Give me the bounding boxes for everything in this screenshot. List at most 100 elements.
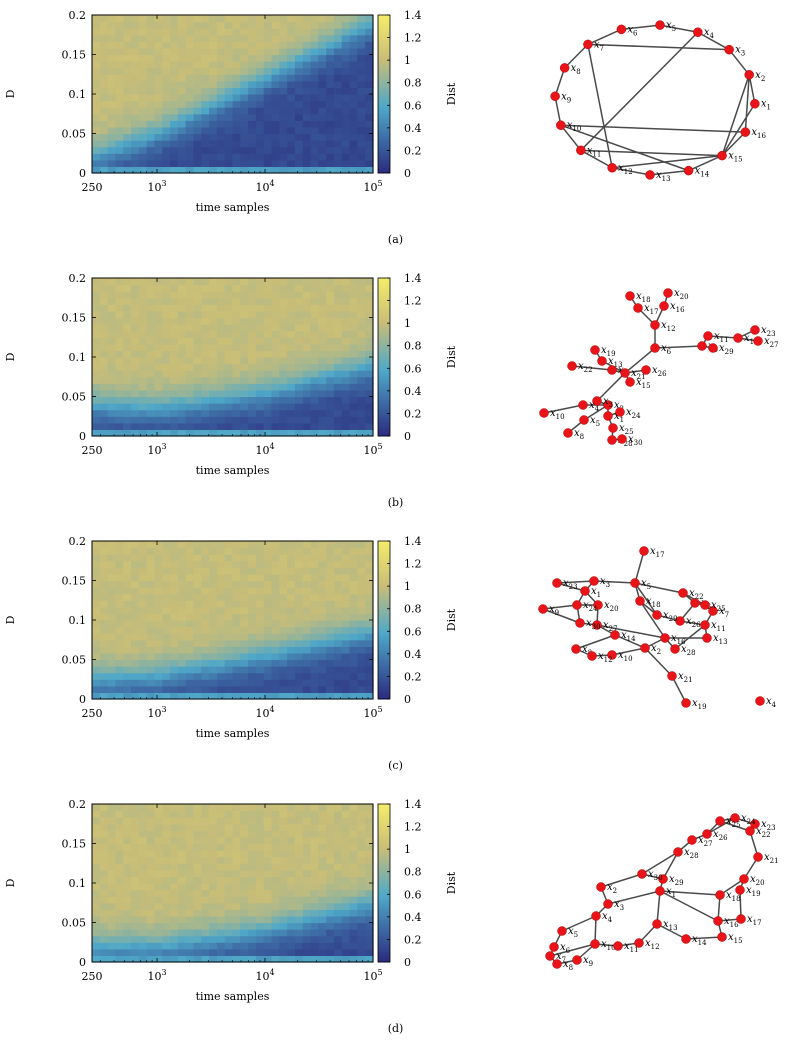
heatmap-cell	[333, 297, 343, 305]
heatmap-cell	[341, 113, 351, 121]
heatmap-cell	[92, 922, 101, 930]
colorbar-segment	[378, 49, 390, 53]
heatmap-cell	[248, 74, 257, 82]
heatmap-cell	[92, 291, 101, 299]
heatmap-cell	[185, 396, 195, 404]
heatmap-cell	[333, 580, 343, 588]
heatmap-cell	[248, 337, 257, 345]
heatmap-cell	[123, 153, 132, 161]
heatmap-cell	[333, 823, 343, 831]
heatmap-cell	[248, 416, 257, 424]
heatmap-cell	[279, 567, 288, 575]
heatmap-cell	[123, 107, 132, 115]
heatmap-cell	[310, 804, 319, 812]
heatmap-cell	[318, 593, 327, 601]
heatmap-cell	[201, 567, 210, 575]
heatmap-cell	[92, 942, 101, 950]
heatmap-cell	[310, 948, 319, 957]
heatmap-cell	[240, 383, 249, 391]
heatmap-cell	[326, 54, 335, 62]
heatmap-cell	[99, 876, 109, 884]
heatmap-cell	[146, 343, 156, 352]
heatmap-cell	[232, 810, 241, 818]
heatmap-cell	[170, 113, 179, 121]
heatmap-cell	[263, 567, 273, 575]
heatmap-cell	[271, 889, 280, 897]
heatmap-cell	[201, 804, 210, 812]
heatmap-cell	[224, 297, 234, 305]
heatmap-cell	[263, 922, 273, 930]
heatmap-cell	[294, 823, 304, 831]
heatmap-cell	[310, 646, 319, 654]
heatmap-cell	[255, 383, 265, 391]
heatmap-cell	[326, 317, 335, 325]
heatmap-cell	[333, 942, 343, 950]
heatmap-cell	[248, 389, 257, 398]
heatmap-cell	[123, 140, 132, 148]
heatmap-cell	[326, 600, 335, 608]
heatmap-cell	[99, 87, 109, 95]
heatmap-cell	[209, 41, 218, 49]
heatmap-cell	[162, 863, 171, 871]
heatmap-cell	[357, 856, 366, 864]
heatmap-cell	[248, 666, 257, 674]
heatmap-cell	[193, 856, 202, 864]
heatmap-cell	[92, 567, 101, 575]
heatmap-cell	[248, 915, 257, 924]
colorbar-segment	[378, 827, 390, 831]
heatmap-cell	[177, 679, 187, 687]
network-node	[575, 618, 585, 628]
heatmap-cell	[279, 600, 288, 608]
heatmap-cell	[287, 804, 296, 812]
heatmap-cell	[326, 15, 335, 23]
network-edge	[560, 124, 746, 133]
heatmap-cell	[255, 15, 265, 23]
heatmap-cell	[240, 915, 249, 924]
heatmap-cell	[365, 823, 374, 831]
heatmap-cell	[201, 942, 210, 950]
heatmap-cell	[357, 685, 366, 694]
heatmap-cell	[185, 672, 195, 680]
heatmap-cell	[279, 120, 288, 128]
heatmap-cell	[248, 554, 257, 562]
heatmap-cell	[201, 541, 210, 549]
heatmap-cell	[341, 836, 351, 845]
heatmap-cell	[115, 330, 124, 338]
heatmap-cell	[318, 166, 327, 174]
panel-b: 0 0.05 0.1 0.15 0.2 250 103 104 105 time samples D…	[0, 263, 791, 526]
heatmap-cell	[287, 856, 296, 864]
heatmap-cell	[216, 810, 226, 818]
network-node	[578, 400, 588, 410]
heatmap-cell	[177, 409, 187, 417]
heatmap-cell	[201, 606, 210, 615]
y-tick-label: 0	[79, 693, 86, 706]
heatmap-cell	[138, 541, 148, 549]
heatmap-cell	[162, 830, 171, 838]
heatmap-cell	[310, 396, 319, 404]
heatmap-cell	[216, 639, 226, 647]
heatmap-cell	[263, 376, 273, 384]
heatmap-cell	[248, 547, 257, 555]
heatmap-cell	[99, 593, 109, 601]
heatmap-cell	[271, 74, 280, 82]
heatmap-cell	[201, 34, 210, 42]
network-node	[625, 377, 635, 387]
network-node-label: x4	[589, 400, 600, 413]
colorbar-segment	[378, 906, 390, 910]
heatmap-cell	[318, 153, 327, 161]
heatmap-cell	[216, 633, 226, 641]
heatmap-cell	[240, 409, 249, 417]
heatmap-cell	[154, 929, 163, 937]
heatmap-cell	[310, 429, 319, 437]
network-node	[620, 368, 630, 378]
heatmap-cell	[349, 337, 358, 345]
colorbar	[378, 541, 390, 700]
heatmap-cell	[193, 639, 202, 647]
heatmap-cell	[107, 922, 117, 930]
heatmap-cell	[99, 587, 109, 595]
heatmap-cell	[365, 67, 374, 75]
heatmap-cell	[232, 541, 241, 549]
heatmap-cell	[146, 896, 156, 904]
heatmap-cell	[271, 304, 280, 312]
heatmap-cell	[248, 823, 257, 831]
